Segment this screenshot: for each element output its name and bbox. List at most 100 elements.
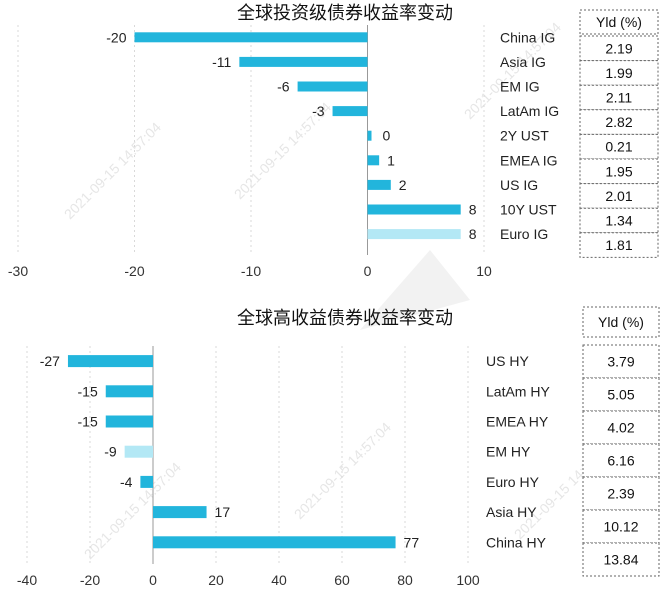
ig-bar [367,229,461,240]
ig-yld-value: 0.21 [605,139,632,155]
hy-x-tick-label: 20 [208,572,224,588]
ig-category-label: US IG [500,177,538,193]
ig-data-label: 0 [383,128,391,144]
ig-category-label: 2Y UST [500,128,549,144]
hy-chart-title: 全球高收益债券收益率变动 [237,308,453,329]
hy-category-label: EMEA HY [486,414,549,430]
hy-bar [153,536,396,549]
ig-bar [367,179,391,190]
ig-category-label: Asia IG [500,54,546,70]
hy-data-label: -9 [104,444,117,460]
hy-data-label: 17 [215,504,231,520]
hy-category-label: Euro HY [486,474,540,490]
hy-bar [153,506,207,519]
ig-data-label: 8 [469,202,477,218]
ig-x-tick-label: -20 [124,263,144,279]
hy-category-label: LatAm HY [486,383,550,399]
ig-data-label: -3 [312,103,325,119]
hy-bar [105,385,153,398]
ig-yld-value: 1.81 [605,237,632,253]
ig-yld-cell [579,232,659,258]
ig-bar [367,155,380,166]
ig-yld-value: 2.01 [605,188,632,204]
hy-category-label: EM HY [486,444,531,460]
ig-bar [239,56,368,67]
ig-yld-cell [579,158,659,185]
ig-yld-value: 2.11 [606,90,632,106]
ig-category-label: Euro IG [500,226,548,242]
hy-yld-cell [582,377,660,412]
ig-data-label: 2 [399,177,407,193]
ig-x-tick-label: 0 [364,263,372,279]
watermark-logo-shape [360,250,470,330]
hy-x-tick-label: 40 [271,572,287,588]
ig-yld-value: 2.82 [605,114,632,130]
hy-yld-cell [582,509,660,544]
hy-yld-value: 6.16 [607,453,634,469]
hy-x-tick-label: 100 [456,572,480,588]
ig-x-tick-label: -30 [8,263,28,279]
hy-yld-value: 3.79 [607,354,634,370]
hy-category-label: Asia HY [486,504,537,520]
hy-yld-cell [582,443,660,478]
hy-x-tick-label: -40 [17,572,37,588]
ig-yld-value: 1.34 [605,213,632,229]
hy-yld-header-cell [582,306,660,338]
ig-category-label: 10Y UST [500,202,557,218]
ig-yld-value: 1.95 [605,163,632,179]
hy-yld-header: Yld (%) [598,314,644,330]
hy-yld-cell [582,344,660,379]
hy-yld-cell [582,542,660,577]
ig-yld-value: 2.19 [605,40,632,56]
ig-data-label: -6 [277,79,290,95]
hy-x-tick-label: -20 [80,572,100,588]
hy-bar [67,355,153,368]
ig-yld-cell [579,84,659,111]
hy-data-label: -15 [78,383,98,399]
hy-yld-cell [582,410,660,445]
hy-yld-cell [582,476,660,511]
ig-yld-value: 1.99 [605,65,632,81]
ig-yld-cell [579,109,659,135]
hy-category-label: China HY [486,534,547,550]
ig-data-label: 8 [469,226,477,242]
hy-bar [124,445,153,458]
ig-data-label: -20 [106,29,126,45]
hy-yld-value: 13.84 [603,552,638,568]
ig-yld-cell [579,207,659,234]
hy-bar [140,475,153,488]
hy-bar [105,415,153,428]
ig-chart-title: 全球投资级债券收益率变动 [237,3,453,24]
ig-category-label: EMEA IG [500,152,558,168]
ig-bar [332,106,368,117]
hy-yld-value: 5.05 [607,387,634,403]
ig-x-tick-label: -10 [241,263,261,279]
hy-data-label: -15 [78,414,98,430]
ig-data-label: 1 [387,152,395,168]
ig-category-label: China IG [500,29,555,45]
ig-yld-cell [579,183,659,209]
ig-x-tick-label: 10 [476,263,492,279]
hy-x-tick-label: 80 [397,572,413,588]
hy-x-tick-label: 60 [334,572,350,588]
hy-x-tick-label: 0 [149,572,157,588]
ig-yld-cell [579,60,659,86]
watermark-text: 2021-09-15 14:57:04 [61,119,164,222]
ig-data-label: -11 [212,54,231,70]
ig-bar [134,32,368,43]
ig-bar [367,130,372,141]
ig-bar [367,204,461,215]
hy-data-label: -27 [40,353,60,369]
ig-yld-header-cell [579,9,659,35]
ig-category-label: EM IG [500,79,540,95]
hy-yld-value: 10.12 [603,519,638,535]
watermark-text: 2021-09-15 14:57:04 [291,419,394,522]
ig-yld-header: Yld (%) [596,14,642,30]
ig-category-label: LatAm IG [500,103,559,119]
hy-category-label: US HY [486,353,529,369]
ig-bar [297,81,368,92]
hy-yld-value: 2.39 [607,486,634,502]
hy-data-label: -4 [120,474,133,490]
hy-data-label: 77 [404,534,420,550]
